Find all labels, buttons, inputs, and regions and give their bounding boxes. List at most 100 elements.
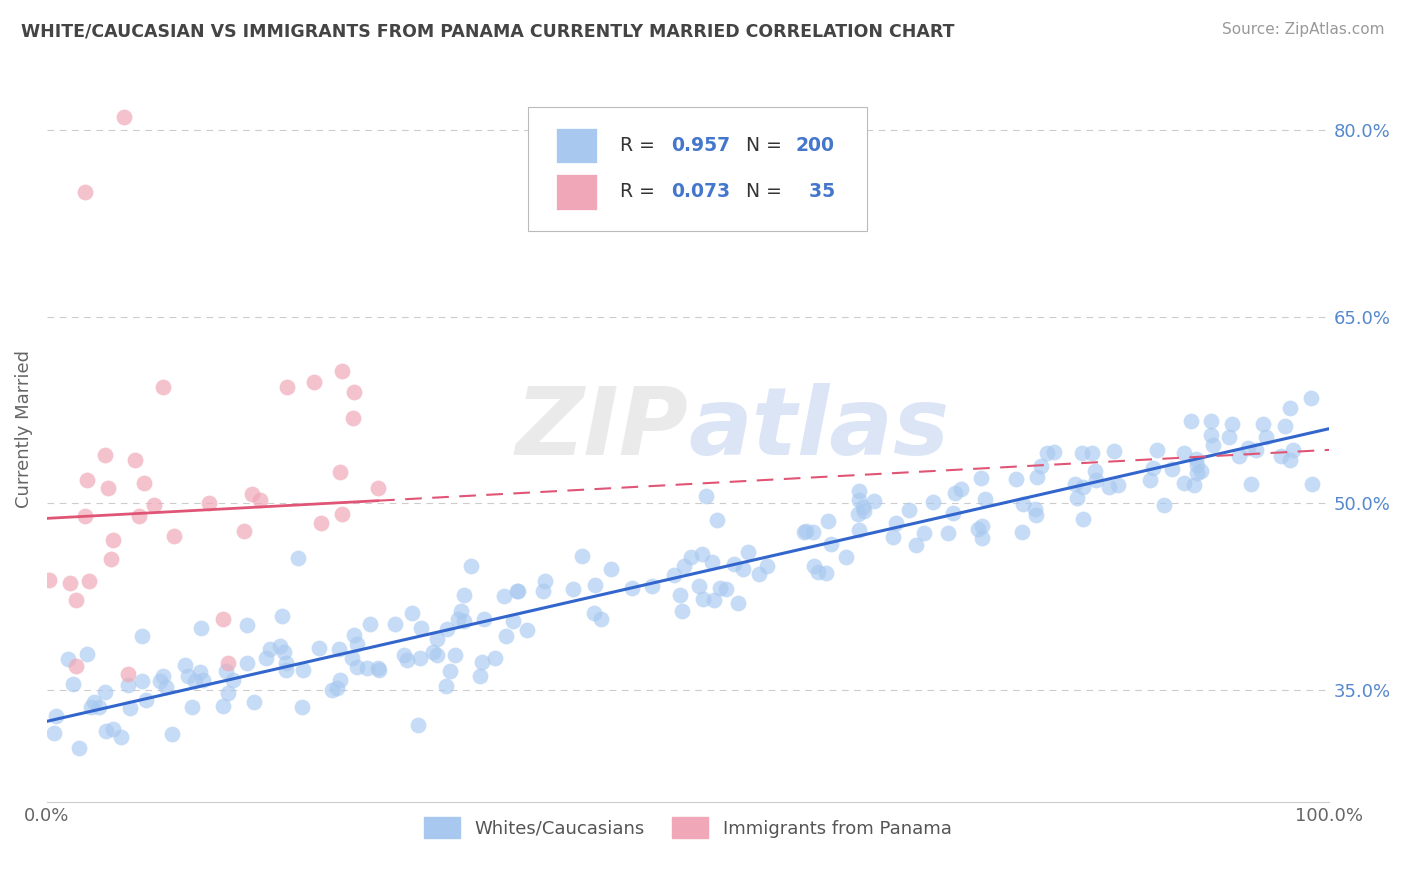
Point [1279, 453, 1302, 467]
Point [748, 567, 770, 582]
Point [886, 516, 908, 531]
Point [392, 648, 415, 662]
Point [1301, 476, 1323, 491]
Point [274, 663, 297, 677]
Point [112, 111, 135, 125]
Point [516, 624, 538, 638]
Point [346, 659, 368, 673]
Point [211, 611, 233, 625]
Point [38, 573, 60, 587]
Point [340, 650, 363, 665]
Point [217, 656, 239, 670]
Point [723, 557, 745, 571]
Point [422, 645, 444, 659]
Point [1218, 430, 1240, 444]
Point [117, 666, 139, 681]
Point [688, 579, 710, 593]
Point [974, 492, 997, 507]
Point [131, 674, 153, 689]
Point [1012, 497, 1035, 511]
Point [835, 549, 858, 564]
Point [942, 506, 965, 520]
FancyBboxPatch shape [555, 128, 598, 163]
Point [396, 653, 419, 667]
Point [681, 549, 703, 564]
Point [1102, 444, 1125, 458]
Point [426, 648, 449, 663]
Point [1201, 428, 1223, 442]
Point [384, 617, 406, 632]
Point [692, 592, 714, 607]
Point [1004, 472, 1026, 486]
Point [471, 655, 494, 669]
Point [502, 614, 524, 628]
Point [641, 579, 664, 593]
Point [124, 452, 146, 467]
Point [436, 622, 458, 636]
Point [1185, 458, 1208, 472]
Point [453, 614, 475, 628]
Point [970, 531, 993, 545]
Point [846, 507, 869, 521]
Point [1024, 501, 1046, 516]
Point [1202, 438, 1225, 452]
Point [1237, 441, 1260, 455]
Point [163, 529, 186, 543]
Point [181, 699, 204, 714]
Point [1199, 414, 1222, 428]
Point [817, 514, 839, 528]
Point [291, 663, 314, 677]
Point [505, 584, 527, 599]
Point [329, 673, 352, 687]
Point [160, 727, 183, 741]
Point [212, 698, 235, 713]
Point [1071, 512, 1094, 526]
Point [600, 562, 623, 576]
Point [271, 608, 294, 623]
Text: atlas: atlas [688, 383, 949, 475]
Point [664, 567, 686, 582]
Point [45, 709, 67, 723]
Point [690, 547, 713, 561]
Point [65, 659, 87, 673]
Point [447, 611, 470, 625]
Point [969, 471, 991, 485]
Point [232, 524, 254, 538]
Point [79, 574, 101, 588]
Point [1173, 476, 1195, 491]
Point [184, 674, 207, 689]
Point [508, 584, 530, 599]
Text: Source: ZipAtlas.com: Source: ZipAtlas.com [1222, 22, 1385, 37]
Point [1073, 480, 1095, 494]
Text: R =: R = [620, 136, 661, 155]
Point [882, 530, 904, 544]
Point [408, 718, 430, 732]
Point [1025, 508, 1047, 523]
Text: R =: R = [620, 182, 661, 202]
Point [848, 523, 870, 537]
Point [236, 656, 259, 670]
Point [94, 685, 117, 699]
Y-axis label: Currently Married: Currently Married [15, 350, 32, 508]
Point [135, 693, 157, 707]
Point [1026, 469, 1049, 483]
Point [75, 185, 97, 199]
Point [703, 593, 725, 607]
Point [1153, 499, 1175, 513]
Point [943, 485, 966, 500]
Point [97, 481, 120, 495]
Point [443, 648, 465, 662]
Point [583, 578, 606, 592]
Point [65, 593, 87, 607]
Point [274, 656, 297, 670]
Point [329, 466, 352, 480]
Point [737, 544, 759, 558]
Point [217, 686, 239, 700]
Point [308, 640, 330, 655]
Point [76, 473, 98, 487]
FancyBboxPatch shape [555, 174, 598, 210]
Point [110, 730, 132, 744]
Point [69, 741, 91, 756]
Point [807, 565, 830, 579]
Point [1222, 417, 1244, 431]
